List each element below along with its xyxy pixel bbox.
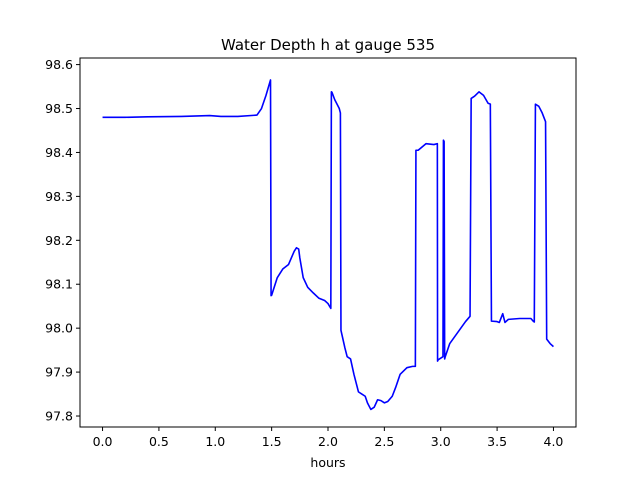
y-tick-label: 97.9 — [45, 365, 73, 380]
x-tick-label: 1.5 — [262, 434, 282, 449]
x-tick-label: 2.5 — [374, 434, 394, 449]
x-tick-label: 0.0 — [93, 434, 113, 449]
plot-frame — [79, 57, 577, 428]
x-axis: 0.0 0.5 1.0 1.5 2.0 2.5 3.0 3.5 4.0 — [93, 427, 564, 449]
x-tick-label: 0.5 — [149, 434, 169, 449]
y-tick-label: 98.6 — [45, 57, 73, 72]
y-tick-label: 98.0 — [45, 321, 73, 336]
x-tick-label: 1.0 — [205, 434, 225, 449]
y-tick-label: 97.8 — [45, 409, 73, 424]
y-tick-label: 98.2 — [45, 233, 73, 248]
plot-area — [79, 57, 577, 428]
x-axis-label: hours — [310, 455, 345, 470]
x-tick-label: 3.5 — [487, 434, 507, 449]
y-tick-label: 98.3 — [45, 189, 73, 204]
chart-title: Water Depth h at gauge 535 — [221, 36, 435, 54]
y-tick-label: 98.1 — [45, 277, 73, 292]
x-tick-label: 2.0 — [318, 434, 338, 449]
x-tick-label: 4.0 — [544, 434, 564, 449]
y-axis: 97.8 97.9 98.0 98.1 98.2 98.3 98.4 98.5 98.6 — [45, 57, 80, 424]
x-tick-label: 3.0 — [431, 434, 451, 449]
y-tick-label: 98.5 — [45, 101, 73, 116]
y-tick-label: 98.4 — [45, 145, 73, 160]
series-line-water-depth — [102, 79, 554, 411]
